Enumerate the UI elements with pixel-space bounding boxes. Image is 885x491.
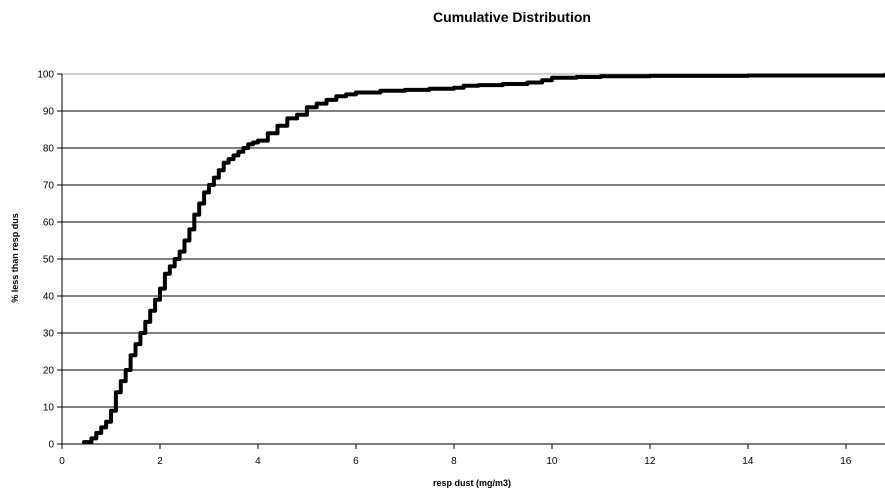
y-tick-label: 20 bbox=[43, 366, 55, 377]
y-tick-label: 10 bbox=[43, 403, 55, 414]
y-tick-label: 60 bbox=[43, 218, 55, 229]
x-tick-label: 12 bbox=[644, 456, 656, 467]
y-tick-label: 80 bbox=[43, 144, 55, 155]
x-tick-label: 16 bbox=[840, 456, 852, 467]
y-tick-labels: 0 10 20 30 40 50 60 70 80 90 100 bbox=[37, 70, 54, 451]
y-tick-label: 0 bbox=[48, 440, 54, 451]
axes bbox=[57, 73, 885, 449]
y-tick-label: 30 bbox=[43, 329, 55, 340]
x-tick-label: 6 bbox=[353, 456, 359, 467]
x-tick-label: 0 bbox=[59, 456, 65, 467]
x-axis-label: resp dust (mg/m3) bbox=[433, 478, 511, 488]
series-line bbox=[82, 72, 885, 445]
y-tick-label: 50 bbox=[43, 255, 55, 266]
chart-title: Cumulative Distribution bbox=[433, 9, 591, 25]
y-tick-label: 100 bbox=[37, 70, 54, 81]
x-tick-label: 14 bbox=[742, 456, 754, 467]
x-tick-label: 4 bbox=[255, 456, 261, 467]
x-tick-label: 10 bbox=[546, 456, 558, 467]
y-tick-label: 90 bbox=[43, 107, 55, 118]
x-tick-labels: 0 2 4 6 8 10 12 14 16 bbox=[59, 456, 852, 467]
y-tick-label: 40 bbox=[43, 292, 55, 303]
x-tick-label: 2 bbox=[157, 456, 163, 467]
x-tick-label: 8 bbox=[451, 456, 457, 467]
y-tick-label: 70 bbox=[43, 181, 55, 192]
y-axis-label: % less than resp dus bbox=[10, 213, 20, 303]
